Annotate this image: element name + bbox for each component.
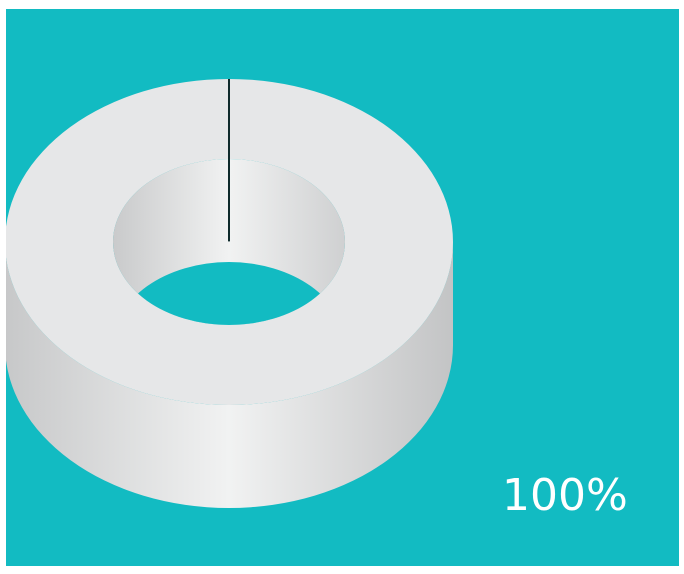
chart-panel: 100% bbox=[6, 9, 679, 566]
donut-hole-opening bbox=[113, 262, 345, 325]
donut-outer-side-wall bbox=[6, 242, 453, 508]
data-label-100-percent: 100% bbox=[502, 470, 628, 521]
donut-ring bbox=[6, 79, 453, 508]
donut-chart bbox=[6, 9, 679, 566]
donut-top-face bbox=[6, 79, 453, 405]
